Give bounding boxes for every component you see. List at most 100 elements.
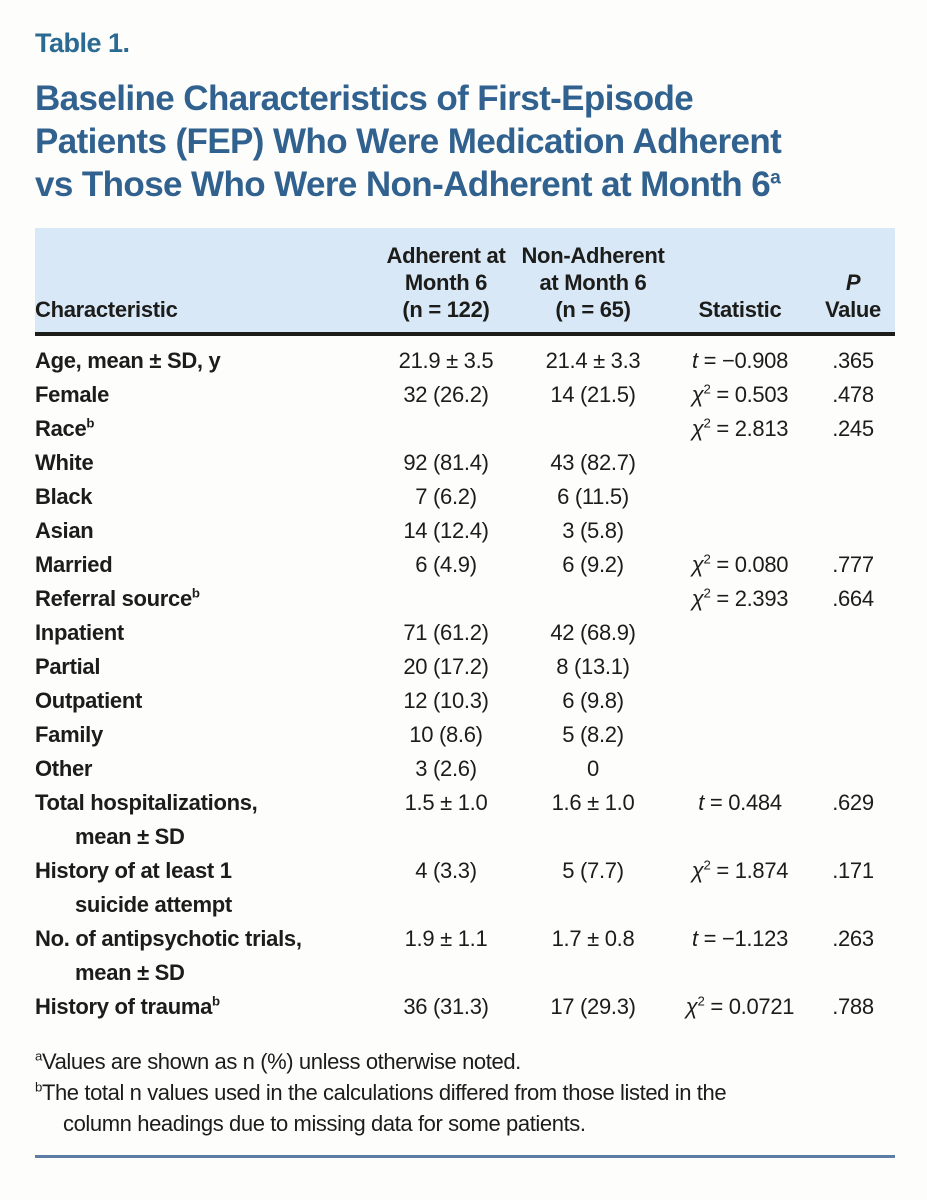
footnote: bThe total n values used in the calculat… [35, 1077, 895, 1139]
col-header-characteristic: Characteristic [35, 228, 375, 336]
p-value-cell [811, 480, 895, 514]
adherent-value-cell: 6 (4.9) [415, 552, 477, 577]
nonadherent-value-cell: 5 (8.2) [562, 722, 624, 747]
p-value-cell: .788 [832, 994, 874, 1019]
nonadherent-value-cell: 17 (29.3) [550, 994, 636, 1019]
characteristic-cell: White [35, 450, 94, 475]
table-row: Inpatient 71 (61.2) 42 (68.9) [35, 616, 895, 650]
adherent-value-cell: 71 (61.2) [403, 620, 489, 645]
characteristic-cell: Other [35, 756, 93, 781]
statistic-cell: χ2 = 1.874 [691, 857, 789, 883]
adherent-value-cell [375, 582, 517, 616]
p-value-cell [811, 514, 895, 548]
adherent-value-cell: 1.9 ± 1.1 [404, 926, 488, 951]
adherent-value-cell: 1.5 ± 1.0 [404, 790, 488, 815]
adherent-value-cell: 36 (31.3) [403, 994, 489, 1019]
statistic-cell [669, 446, 811, 480]
adherent-value-cell: 14 (12.4) [403, 518, 489, 543]
table-row: Female 32 (26.2) 14 (21.5) χ2 = 0.503 .478 [35, 378, 895, 412]
nonadherent-value-cell: 8 (13.1) [556, 654, 630, 679]
characteristic-cell: Referral sourceb [35, 585, 200, 611]
statistic-cell [669, 684, 811, 718]
nonadherent-value-cell: 21.4 ± 3.3 [545, 348, 641, 373]
table-header: Characteristic Adherent at Month 6 (n = … [35, 228, 895, 336]
characteristic-line2: suicide attempt [75, 892, 232, 917]
statistic-cell [669, 514, 811, 548]
table-label: Table 1. [35, 28, 130, 58]
table-row: Black 7 (6.2) 6 (11.5) [35, 480, 895, 514]
adherent-value-cell: 4 (3.3) [415, 858, 477, 883]
p-value-cell [811, 684, 895, 718]
footnote-line2: column headings due to missing data for … [63, 1111, 586, 1136]
nonadherent-value-cell: 43 (82.7) [550, 450, 636, 475]
table-title: Baseline Characteristics of First-Episod… [35, 79, 782, 204]
characteristic-cell: Raceb [35, 415, 95, 441]
table-row: History of traumab 36 (31.3) 17 (29.3) χ2 =… [35, 990, 895, 1024]
adherent-value-cell: 7 (6.2) [415, 484, 477, 509]
p-value-cell: .629 [832, 790, 874, 815]
characteristic-cell: Total hospitalizations, mean ± SD [35, 786, 375, 854]
characteristic-cell: Family [35, 722, 103, 747]
nonadherent-value-cell: 0 [587, 756, 599, 781]
nonadherent-value-cell: 6 (11.5) [557, 484, 629, 509]
nonadherent-value-cell: 1.6 ± 1.0 [551, 790, 635, 815]
table-row: White 92 (81.4) 43 (82.7) [35, 446, 895, 480]
adherent-value-cell: 12 (10.3) [403, 688, 489, 713]
statistic-cell [669, 718, 811, 752]
characteristic-cell: Inpatient [35, 620, 124, 645]
characteristic-cell: Black [35, 484, 93, 509]
adherent-value-cell [375, 412, 517, 446]
nonadherent-value-cell: 5 (7.7) [562, 858, 624, 883]
p-value-cell [811, 650, 895, 684]
characteristic-cell: Married [35, 552, 113, 577]
characteristic-cell: Partial [35, 654, 101, 679]
statistic-cell [669, 752, 811, 786]
table-row: History of at least 1 suicide attempt 4 (3… [35, 854, 895, 922]
col-header-nonadherent: Non-Adherent at Month 6 (n = 65) [517, 228, 669, 336]
characteristic-cell: No. of antipsychotic trials, mean ± SD [35, 922, 375, 990]
characteristic-line2: mean ± SD [75, 960, 185, 985]
nonadherent-value-cell [517, 412, 669, 446]
nonadherent-value-cell: 1.7 ± 0.8 [551, 926, 635, 951]
statistic-cell [669, 616, 811, 650]
col-header-p-value: P Value [811, 228, 895, 336]
characteristic-cell: Female [35, 382, 110, 407]
table-body: Age, mean ± SD, y 21.9 ± 3.5 21.4 ± 3.3 t =… [35, 334, 895, 1024]
statistic-cell: t = −1.123 [691, 926, 789, 951]
statistic-cell: χ2 = 0.080 [691, 551, 789, 577]
p-value-cell [811, 718, 895, 752]
statistic-cell: χ2 = 2.813 [691, 415, 789, 441]
adherent-value-cell: 21.9 ± 3.5 [398, 348, 494, 373]
statistic-cell [669, 480, 811, 514]
table-row: Raceb χ2 = 2.813 .245 [35, 412, 895, 446]
nonadherent-value-cell: 42 (68.9) [550, 620, 636, 645]
characteristic-cell: Age, mean ± SD, y [35, 348, 221, 373]
header-row: Characteristic Adherent at Month 6 (n = … [35, 228, 895, 336]
table-row: Partial 20 (17.2) 8 (13.1) [35, 650, 895, 684]
p-value-cell [811, 752, 895, 786]
characteristic-cell: Asian [35, 518, 94, 543]
nonadherent-value-cell: 14 (21.5) [550, 382, 636, 407]
adherent-value-cell: 92 (81.4) [403, 450, 489, 475]
col-header-statistic: Statistic [669, 228, 811, 336]
nonadherent-value-cell: 6 (9.8) [562, 688, 624, 713]
adherent-value-cell: 20 (17.2) [403, 654, 489, 679]
table-row: Other 3 (2.6) 0 [35, 752, 895, 786]
p-value-cell [811, 446, 895, 480]
table-row: Total hospitalizations, mean ± SD 1.5 ± 1.… [35, 786, 895, 854]
table-figure: Table 1. Baseline Characteristics of Fir… [35, 28, 895, 1158]
statistic-cell: χ2 = 0.0721 [685, 993, 795, 1019]
p-value-cell: .664 [832, 586, 874, 611]
col-header-adherent: Adherent at Month 6 (n = 122) [375, 228, 517, 336]
characteristic-cell: History of at least 1 suicide attempt [35, 854, 375, 922]
p-value-cell: .777 [832, 552, 874, 577]
characteristic-cell: Outpatient [35, 688, 142, 713]
p-value-cell [811, 616, 895, 650]
table-row: Age, mean ± SD, y 21.9 ± 3.5 21.4 ± 3.3 t =… [35, 334, 895, 378]
table-row: Outpatient 12 (10.3) 6 (9.8) [35, 684, 895, 718]
table-row: No. of antipsychotic trials, mean ± SD 1.9… [35, 922, 895, 990]
statistic-cell: t = −0.908 [691, 348, 789, 373]
p-value-cell: .245 [832, 416, 874, 441]
baseline-characteristics-table: Characteristic Adherent at Month 6 (n = … [35, 228, 895, 1024]
statistic-cell: χ2 = 0.503 [691, 381, 789, 407]
